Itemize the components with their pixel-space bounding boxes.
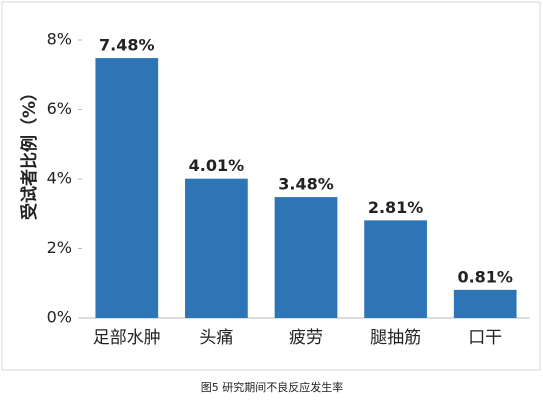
bar (274, 197, 338, 318)
y-tick-label: 6% (47, 99, 72, 118)
y-axis-label: 受试者比例（%） (19, 84, 40, 220)
bar (453, 289, 517, 318)
value-label: 3.48% (278, 175, 334, 194)
y-tick-label: 2% (47, 238, 72, 257)
caption: 图5 研究期间不良反应发生率 (201, 380, 344, 394)
value-label: 4.01% (189, 156, 245, 175)
value-label: 2.81% (368, 198, 424, 217)
value-label: 7.48% (99, 36, 155, 55)
x-tick-label: 口干 (468, 328, 502, 348)
x-tick-label: 疲劳 (289, 328, 323, 348)
bar (95, 58, 159, 318)
value-label: 0.81% (457, 267, 513, 286)
y-tick-label: 4% (47, 169, 72, 188)
x-tick-label: 头痛 (199, 328, 233, 348)
bar (185, 178, 248, 318)
y-tick-label: 8% (47, 30, 72, 49)
chart-frame (1, 1, 541, 371)
bar (364, 220, 427, 318)
y-tick-label: 0% (47, 308, 72, 327)
x-tick-label: 腿抽筋 (370, 328, 421, 348)
x-tick-label: 足部水肿 (93, 328, 161, 348)
